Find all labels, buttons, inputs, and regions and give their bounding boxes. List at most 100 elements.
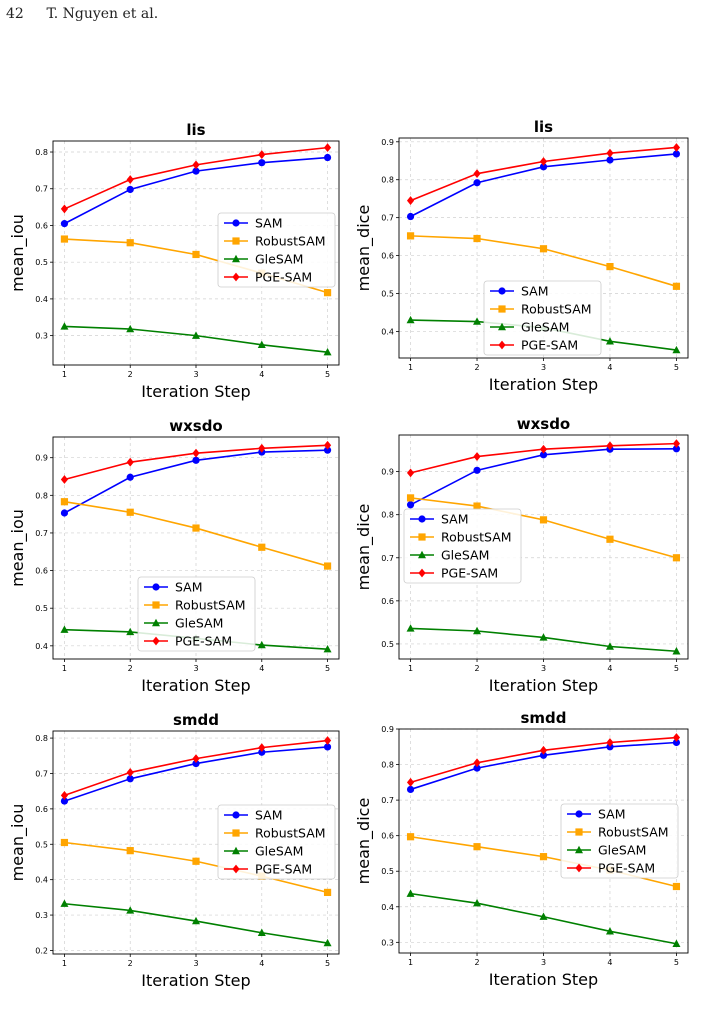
x-tick-label: 5 <box>325 959 330 968</box>
y-tick-label: 0.8 <box>381 511 394 520</box>
data-point-robustsam <box>60 498 69 506</box>
x-tick-label: 5 <box>325 664 330 673</box>
data-point-glesam <box>605 927 614 935</box>
data-point-robustsam <box>258 543 266 551</box>
chart-title: lis <box>534 118 553 136</box>
legend-label-glesam: GleSAM <box>175 616 223 631</box>
y-tick-label: 0.7 <box>35 529 48 538</box>
data-point-glesam <box>257 640 266 649</box>
legend-marker-robustsam <box>232 829 240 837</box>
series-glesam <box>406 889 681 947</box>
data-point-pge-sam <box>258 443 266 453</box>
legend-marker-robustsam <box>232 237 240 245</box>
y-tick-label: 0.6 <box>35 567 48 576</box>
legend-label-pge-sam: PGE-SAM <box>255 862 312 877</box>
y-tick-label: 0.8 <box>35 491 48 500</box>
y-tick-label: 0.7 <box>381 554 394 563</box>
legend-marker-glesam <box>152 618 160 627</box>
legend-marker-robustsam <box>498 305 506 313</box>
y-tick-label: 0.5 <box>381 640 394 649</box>
data-point-glesam <box>323 347 332 356</box>
data-point-sam <box>60 509 69 517</box>
data-point-pge-sam <box>192 448 200 458</box>
x-tick-label: 5 <box>674 363 679 372</box>
legend: SAM RobustSAM GleSAM PGE-SAM <box>560 803 679 879</box>
data-point-robustsam <box>406 232 415 240</box>
data-point-pge-sam <box>323 143 332 153</box>
series-robustsam <box>406 494 681 562</box>
legend-label-robustsam: RobustSAM <box>175 598 246 613</box>
x-tick-label: 2 <box>128 370 133 379</box>
y-tick-label: 0.5 <box>35 604 48 613</box>
y-axis-label: mean_dice <box>354 205 374 292</box>
data-point-sam <box>323 153 332 162</box>
data-point-sam <box>60 797 69 805</box>
x-tick-label: 3 <box>193 959 198 968</box>
y-tick-label: 0.4 <box>35 876 48 885</box>
legend-marker-glesam <box>232 846 240 855</box>
x-axis-label: Iteration Step <box>489 970 598 989</box>
data-point-robustsam <box>473 843 481 851</box>
data-point-pge-sam <box>473 452 481 461</box>
data-point-robustsam <box>126 847 134 855</box>
data-point-glesam <box>672 939 681 947</box>
data-point-sam <box>672 445 681 453</box>
x-axis-label: Iteration Step <box>141 971 250 990</box>
data-point-pge-sam <box>126 175 134 184</box>
y-tick-label: 0.4 <box>35 295 48 304</box>
chart-panel-5: smdd 0.2 0.3 0.4 0.5 0.6 0.7 0.8 1 2 3 4 5 Iteration … <box>8 711 340 990</box>
legend-marker-robustsam <box>418 533 426 541</box>
y-tick-label: 0.5 <box>381 290 394 299</box>
data-point-pge-sam <box>60 204 69 214</box>
legend-label-pge-sam: PGE-SAM <box>598 861 655 876</box>
y-tick-label: 0.3 <box>35 332 48 341</box>
legend-marker-robustsam <box>152 601 160 609</box>
y-tick-label: 0.9 <box>381 725 394 734</box>
data-point-glesam <box>60 322 69 330</box>
series-glesam <box>60 322 332 356</box>
series-pge-sam <box>406 143 681 205</box>
legend-label-sam: SAM <box>521 284 549 299</box>
data-point-pge-sam <box>406 777 415 787</box>
legend-label-glesam: GleSAM <box>255 844 303 859</box>
data-point-pge-sam <box>60 475 69 484</box>
plot-frame <box>398 728 689 954</box>
x-tick-label: 2 <box>474 958 479 967</box>
data-point-robustsam <box>60 235 69 243</box>
data-point-robustsam <box>539 245 548 253</box>
y-tick-label: 0.9 <box>381 138 394 147</box>
data-point-sam <box>406 501 415 509</box>
y-tick-label: 0.8 <box>381 176 394 185</box>
data-point-robustsam <box>606 262 614 271</box>
legend-marker-sam <box>232 219 240 227</box>
x-axis-label: Iteration Step <box>489 375 598 394</box>
data-point-sam <box>539 751 548 759</box>
data-point-glesam <box>192 916 200 925</box>
x-tick-label: 2 <box>474 363 479 372</box>
data-point-glesam <box>192 331 200 339</box>
legend-label-sam: SAM <box>175 580 203 595</box>
data-point-sam <box>539 451 548 459</box>
data-point-pge-sam <box>539 157 548 166</box>
chart-panel-4: wxsdo 0.5 0.6 0.7 0.8 0.9 1 2 3 4 5 Iteration Step m… <box>354 415 689 695</box>
y-tick-label: 0.2 <box>35 946 48 955</box>
series-glesam <box>60 899 332 947</box>
data-point-glesam <box>406 889 415 897</box>
x-tick-label: 2 <box>128 959 133 968</box>
x-axis-label: Iteration Step <box>141 382 250 401</box>
data-point-glesam <box>539 633 548 641</box>
legend-marker-pge-sam <box>232 272 240 282</box>
legend-marker-pge-sam <box>152 636 160 646</box>
y-tick-label: 0.5 <box>35 840 48 849</box>
series-pge-sam <box>406 439 681 478</box>
series-robustsam <box>406 232 681 290</box>
data-point-robustsam <box>192 250 200 259</box>
series-pge-sam <box>60 440 332 484</box>
legend-marker-sam <box>232 811 240 819</box>
data-point-robustsam <box>473 502 481 510</box>
data-point-glesam <box>406 315 415 324</box>
data-point-robustsam <box>60 838 69 847</box>
series-pge-sam <box>406 733 681 787</box>
chart-panel-1: lis 0.3 0.4 0.5 0.6 0.7 0.8 1 2 3 4 5 Iteration Step… <box>8 121 340 401</box>
